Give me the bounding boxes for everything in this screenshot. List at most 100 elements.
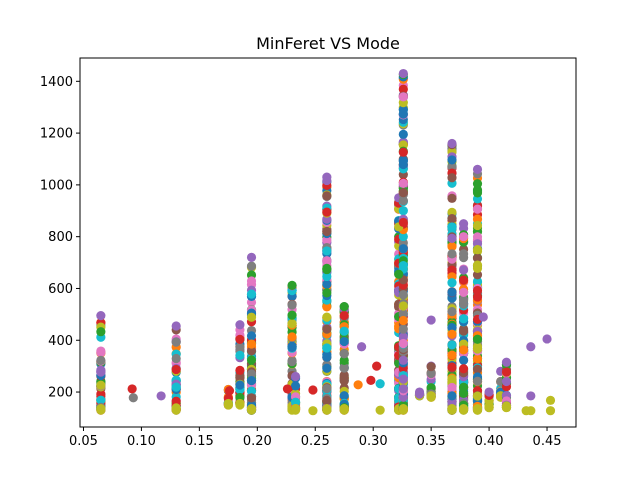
- data-point: [447, 222, 457, 232]
- data-point: [398, 374, 408, 384]
- data-point: [394, 269, 404, 279]
- y-tick-label: 1000: [40, 178, 73, 193]
- data-point: [375, 379, 385, 389]
- data-point: [398, 188, 408, 198]
- data-point: [458, 295, 469, 305]
- data-point: [501, 367, 512, 377]
- data-point: [447, 404, 457, 414]
- x-tick-label: 0.20: [243, 434, 272, 449]
- data-point: [501, 402, 512, 413]
- data-point: [235, 334, 245, 344]
- data-point: [426, 391, 436, 401]
- data-point: [426, 368, 436, 379]
- data-point: [472, 404, 483, 414]
- data-point: [447, 213, 457, 224]
- data-point: [246, 312, 257, 322]
- plot-frame: [79, 57, 577, 428]
- data-point: [322, 207, 332, 217]
- data-point: [458, 219, 469, 229]
- data-point: [339, 363, 349, 373]
- data-point: [545, 406, 556, 416]
- data-point: [128, 393, 138, 403]
- data-point: [472, 354, 483, 364]
- data-point: [447, 162, 457, 172]
- data-point: [171, 321, 181, 331]
- data-point: [96, 395, 106, 405]
- data-point: [458, 404, 469, 414]
- data-point: [246, 393, 257, 403]
- data-point: [339, 373, 349, 383]
- data-point: [472, 232, 483, 242]
- data-point: [447, 265, 457, 275]
- y-tick-label: 400: [48, 334, 73, 349]
- data-point: [322, 271, 332, 282]
- data-point: [447, 193, 457, 203]
- data-point: [398, 217, 408, 228]
- data-point: [308, 406, 318, 416]
- axes-layer: [79, 57, 577, 428]
- data-point: [224, 386, 235, 396]
- data-point: [542, 334, 552, 344]
- x-tick-label: 0.15: [185, 434, 214, 449]
- data-point: [322, 191, 332, 201]
- data-point: [290, 381, 301, 391]
- data-point: [287, 319, 297, 329]
- data-point: [447, 362, 457, 372]
- data-point: [246, 386, 257, 396]
- data-point: [246, 339, 257, 349]
- data-point: [545, 395, 556, 405]
- data-point: [366, 375, 376, 385]
- data-point: [472, 253, 483, 263]
- data-point: [447, 350, 457, 360]
- data-point: [398, 384, 408, 394]
- data-point: [322, 226, 332, 237]
- data-point: [375, 405, 385, 415]
- data-point: [398, 301, 408, 311]
- data-point: [372, 361, 382, 371]
- data-point: [398, 84, 408, 94]
- data-point: [246, 376, 257, 386]
- data-point: [458, 265, 469, 275]
- data-point: [458, 232, 469, 242]
- data-point: [235, 350, 245, 360]
- data-point: [458, 326, 469, 336]
- data-point: [458, 287, 469, 297]
- data-point: [246, 331, 257, 341]
- y-tick-label: 1200: [40, 127, 73, 142]
- data-point: [458, 382, 469, 392]
- data-point: [472, 376, 483, 386]
- data-point: [287, 300, 297, 310]
- data-point: [472, 276, 483, 286]
- data-point: [322, 288, 332, 298]
- data-point: [322, 172, 332, 182]
- data-point: [398, 92, 408, 102]
- data-point: [96, 355, 106, 365]
- data-point: [322, 235, 332, 245]
- data-point: [235, 380, 245, 390]
- data-point: [96, 327, 106, 337]
- x-tick-label: 0.40: [475, 434, 504, 449]
- data-point: [246, 355, 257, 365]
- data-point: [398, 159, 408, 170]
- data-point: [171, 337, 181, 347]
- data-point: [322, 363, 332, 373]
- data-point: [414, 389, 425, 399]
- data-point: [127, 384, 137, 394]
- data-point: [322, 324, 332, 334]
- data-point: [526, 342, 536, 352]
- data-point: [398, 338, 408, 349]
- data-point: [322, 312, 332, 322]
- data-point: [339, 355, 349, 365]
- data-point: [322, 279, 332, 289]
- data-point: [398, 260, 408, 271]
- data-point: [501, 357, 512, 367]
- data-point: [458, 355, 469, 365]
- data-point: [426, 383, 436, 393]
- data-point: [287, 332, 297, 342]
- data-point: [472, 344, 483, 354]
- data-point: [398, 68, 408, 79]
- data-point: [339, 404, 349, 414]
- data-point: [235, 398, 245, 409]
